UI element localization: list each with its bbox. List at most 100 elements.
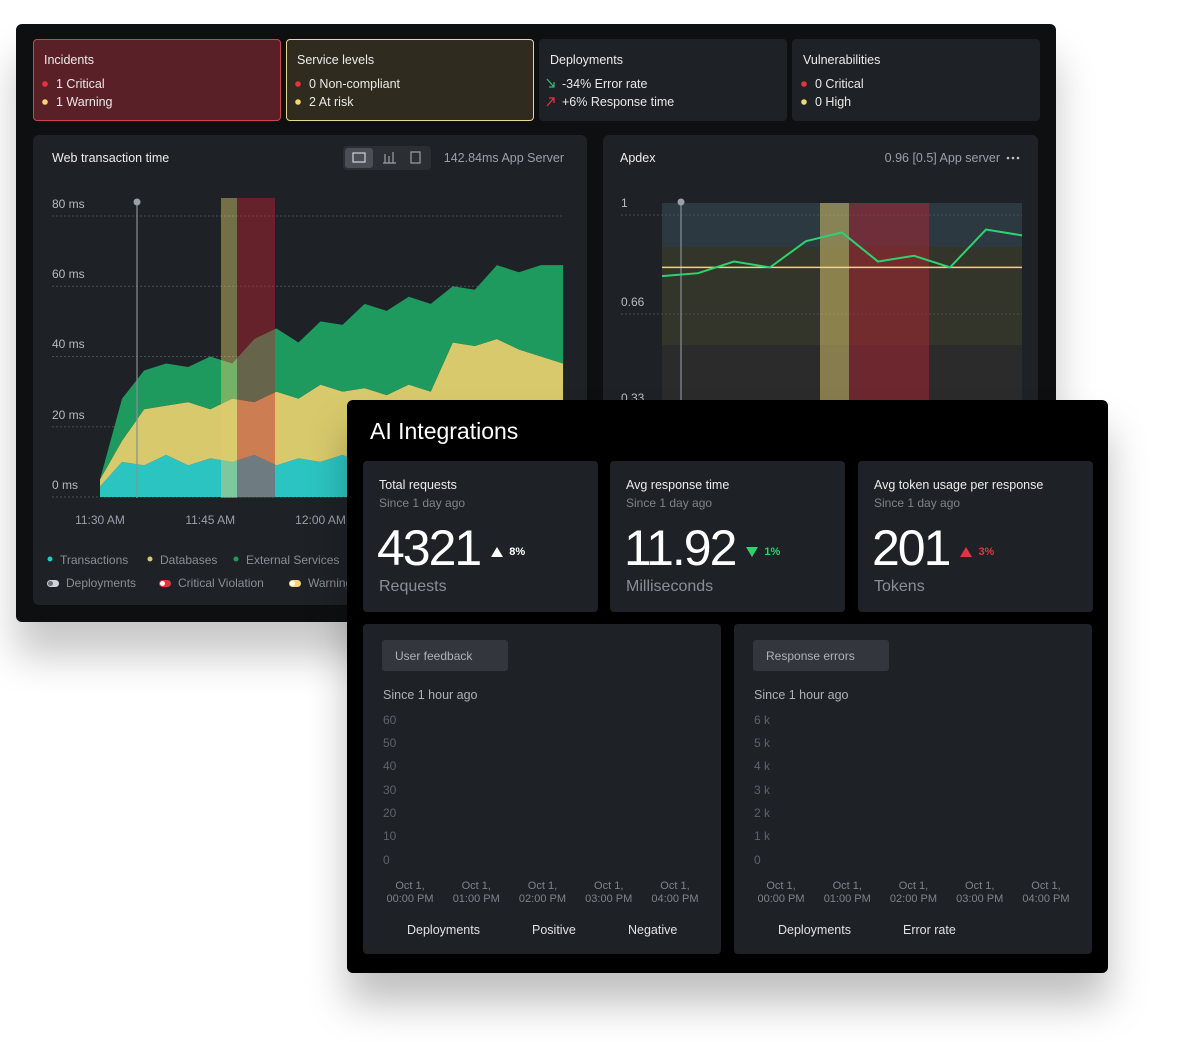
stat-value: 11.92 [624, 520, 737, 576]
stat-subtitle: Since 1 day ago [874, 495, 961, 510]
stat-value: 201 [872, 520, 951, 576]
status-card [33, 39, 281, 121]
stat-title: Avg token usage per response [874, 477, 1044, 492]
more-dot [1016, 156, 1020, 160]
x-tick-label: Oct 1, 04:00 PM [1022, 880, 1070, 906]
stat-card [858, 461, 1093, 612]
status-dot [295, 81, 301, 87]
x-tick-label: Oct 1, 03:00 PM [585, 880, 633, 906]
stat-row: 4321 8% [377, 518, 525, 578]
status-dot [42, 99, 48, 105]
x-tick-label: 11:45 AM [185, 512, 236, 527]
legend-label: Positive [532, 922, 576, 937]
warning-band [221, 198, 237, 498]
panel-title: AI Integrations [370, 418, 519, 445]
status-item: 2 At risk [309, 94, 354, 109]
card-title: Apdex [620, 150, 656, 165]
stat-change: 8% [509, 546, 526, 558]
legend-label: Deployments [407, 922, 480, 937]
arrow [960, 547, 973, 557]
x-tick-label: Oct 1, 01:00 PM [452, 880, 500, 906]
legend-label: Warning [308, 575, 353, 590]
stat-title: Total requests [379, 477, 457, 492]
stat-row: 11.92 1% [624, 518, 780, 578]
y-tick-label: 60 ms [52, 267, 85, 282]
y-tick-label: 20 ms [52, 407, 85, 422]
stat-card [363, 461, 598, 612]
status-dot [42, 81, 48, 87]
y-tick-label: 30 [383, 782, 397, 797]
y-tick-label: 10 [383, 829, 397, 844]
status-item: +6% Response time [562, 94, 675, 109]
stat-unit: Requests [379, 578, 447, 596]
x-tick-label: Oct 1, 04:00 PM [651, 880, 699, 906]
status-item: -34% Error rate [562, 76, 648, 91]
legend-dot [233, 556, 239, 562]
chart-card [363, 624, 721, 954]
stat-title: Avg response time [626, 477, 730, 492]
status-item: 0 High [815, 94, 852, 109]
legend-label: Databases [160, 552, 218, 567]
legend-dot [47, 556, 53, 562]
more-dot [1011, 156, 1015, 160]
legend-label: Deployments [778, 922, 851, 937]
y-tick-label: 60 [383, 712, 397, 727]
x-tick-label: Oct 1, 00:00 PM [386, 880, 434, 906]
y-tick-label: 6 k [754, 712, 771, 727]
legend-label: Error rate [903, 922, 956, 937]
legend-label: Deployments [66, 575, 137, 590]
legend-dot [147, 556, 153, 562]
area [100, 265, 564, 480]
chart-subtitle: Since 1 hour ago [754, 687, 849, 702]
dropdown[interactable] [382, 640, 508, 671]
y-tick-label: 80 ms [52, 196, 85, 211]
critical-band [237, 198, 275, 498]
y-tick-label: 50 [383, 736, 397, 751]
chart-card [734, 624, 1092, 954]
status-card [539, 39, 787, 121]
status-card-title: Incidents [44, 52, 95, 67]
toolbar-active [345, 148, 373, 168]
icon [410, 151, 421, 164]
apdex-line [661, 228, 1023, 278]
legend-label: Transactions [60, 552, 129, 567]
stat-arrow [960, 547, 973, 557]
card-summary: 0.96 [0.5] App server [884, 150, 1000, 165]
x-tick-label: Oct 1, 02:00 PM [518, 880, 567, 906]
legend-pill-knob [48, 581, 53, 586]
y-tick-label: 4 k [754, 759, 771, 774]
status-item: 0 Critical [815, 76, 864, 91]
x-tick-label: Oct 1, 03:00 PM [956, 880, 1004, 906]
y-tick-label: 0.66 [621, 294, 645, 309]
deployment-dot [677, 198, 685, 206]
x-tick-label: 11:30 AM [75, 512, 125, 527]
legend-label: Critical Violation [178, 575, 264, 590]
status-card-title: Deployments [550, 52, 623, 67]
card-title: Web transaction time [52, 150, 170, 165]
status-card [286, 39, 534, 121]
dropdown-label: User feedback [395, 648, 473, 663]
arrow [746, 547, 759, 557]
x-tick-label: Oct 1, 01:00 PM [823, 880, 871, 906]
stat-card [610, 461, 845, 612]
stat-value: 4321 [377, 520, 482, 576]
status-dot [801, 81, 807, 87]
y-tick-label: 40 [383, 759, 397, 774]
x-tick-label: Oct 1, 02:00 PM [889, 880, 938, 906]
icon [352, 152, 366, 163]
status-card-title: Service levels [297, 52, 375, 67]
y-tick-label: 2 k [754, 806, 771, 821]
y-tick-label: 5 k [754, 736, 771, 751]
dropdown[interactable] [753, 640, 889, 671]
status-dot [295, 99, 301, 105]
status-dot [801, 99, 807, 105]
status-arrow [546, 97, 555, 107]
y-tick-label: 1 k [754, 829, 771, 844]
stat-subtitle: Since 1 day ago [626, 495, 713, 510]
arrow [491, 547, 504, 557]
more-dot [1006, 156, 1010, 160]
y-tick-label: 0 ms [52, 477, 79, 492]
stat-subtitle: Since 1 day ago [379, 495, 466, 510]
stat-unit: Milliseconds [626, 578, 714, 596]
